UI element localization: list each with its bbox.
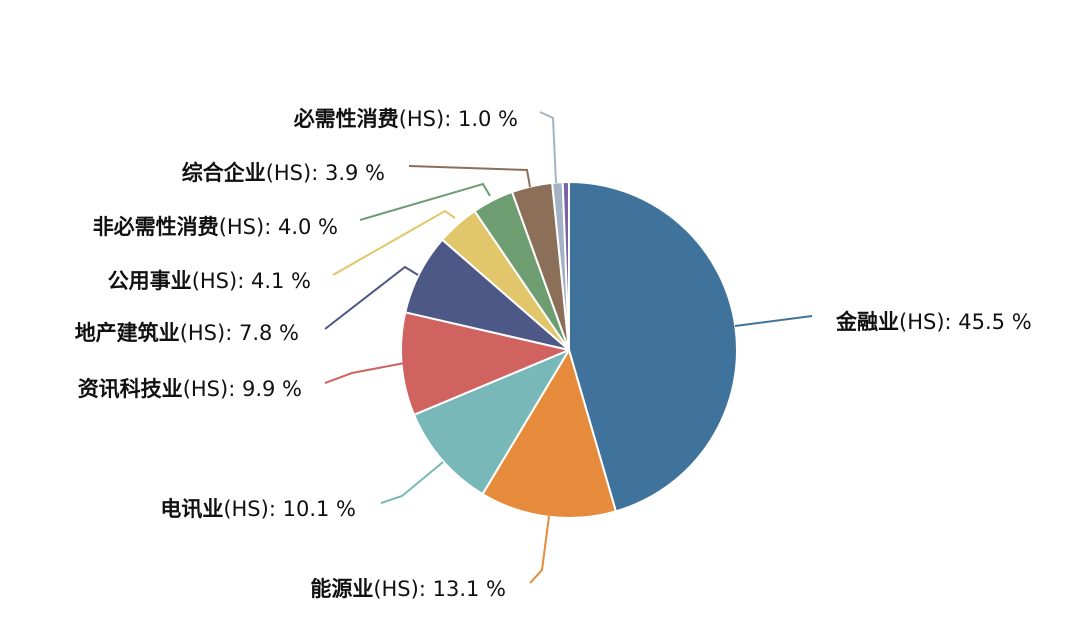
slice-label-separator: : — [237, 269, 251, 293]
slice-label-separator: : — [444, 107, 458, 131]
slice-label-suffix: (HS) — [899, 310, 945, 334]
leader-line-6 — [332, 209, 456, 276]
slice-label-9: 必需性消费(HS): 1.0 % — [294, 107, 518, 131]
slice-label-suffix: (HS) — [180, 321, 226, 345]
pie-slice-2 — [481, 349, 617, 519]
pie-slices — [400, 181, 738, 519]
slice-label-separator: : — [419, 577, 433, 601]
slice-label-suffix: (HS) — [183, 377, 229, 401]
slice-label-name: 综合企业 — [182, 161, 266, 185]
slice-label-name: 能源业 — [310, 577, 373, 601]
slice-label-suffix: (HS) — [373, 577, 419, 601]
leader-line-9 — [539, 111, 557, 184]
pie-slice-3 — [412, 349, 570, 496]
slice-label-6: 公用事业(HS): 4.1 % — [108, 269, 311, 293]
leader-line-2 — [529, 515, 550, 584]
slice-label-separator: : — [264, 215, 278, 239]
slice-label-8: 综合企业(HS): 3.9 % — [182, 161, 385, 185]
slice-labels: 金融业(HS): 45.5 %能源业(HS): 13.1 %电讯业(HS): 1… — [75, 107, 1032, 601]
slice-label-separator: : — [311, 161, 325, 185]
slice-label-2: 能源业(HS): 13.1 % — [310, 577, 506, 601]
leader-lines — [324, 111, 813, 584]
slice-label-value: 4.1 % — [251, 269, 311, 293]
slice-label-name: 资讯科技业 — [78, 377, 183, 401]
slice-label-4: 资讯科技业(HS): 9.9 % — [78, 377, 302, 401]
slice-label-separator: : — [225, 321, 239, 345]
slice-label-separator: : — [945, 310, 959, 334]
slice-label-value: 4.0 % — [278, 215, 338, 239]
slice-label-separator: : — [228, 377, 242, 401]
leader-line-1 — [734, 315, 813, 327]
slice-label-name: 电讯业 — [160, 497, 223, 521]
slice-label-value: 3.9 % — [325, 161, 385, 185]
slice-label-separator: : — [269, 497, 283, 521]
leader-line-4 — [324, 361, 411, 384]
slice-label-suffix: (HS) — [219, 215, 265, 239]
slice-label-suffix: (HS) — [192, 269, 238, 293]
pie-slice-other — [561, 181, 570, 351]
slice-label-name: 金融业 — [835, 310, 899, 334]
slice-label-1: 金融业(HS): 45.5 % — [835, 310, 1032, 334]
slice-label-value: 9.9 % — [242, 377, 302, 401]
leader-line-5 — [324, 265, 419, 330]
slice-label-value: 13.1 % — [433, 577, 506, 601]
slice-label-5: 地产建筑业(HS): 7.8 % — [75, 321, 299, 345]
slice-label-suffix: (HS) — [223, 497, 269, 521]
leader-line-3 — [380, 461, 444, 504]
slice-label-name: 公用事业 — [108, 269, 192, 293]
slice-label-value: 1.0 % — [458, 107, 518, 131]
slice-label-3: 电讯业(HS): 10.1 % — [160, 497, 356, 521]
slice-label-name: 必需性消费 — [294, 107, 399, 131]
leader-line-8 — [408, 165, 531, 188]
slice-label-value: 10.1 % — [283, 497, 356, 521]
slice-label-value: 45.5 % — [958, 310, 1031, 334]
slice-label-name: 地产建筑业 — [75, 321, 180, 345]
leader-line-7 — [359, 182, 491, 221]
slice-label-name: 非必需性消费 — [93, 215, 219, 239]
slice-label-7: 非必需性消费(HS): 4.0 % — [93, 215, 338, 239]
slice-label-value: 7.8 % — [239, 321, 299, 345]
slice-label-suffix: (HS) — [399, 107, 445, 131]
slice-label-suffix: (HS) — [266, 161, 312, 185]
